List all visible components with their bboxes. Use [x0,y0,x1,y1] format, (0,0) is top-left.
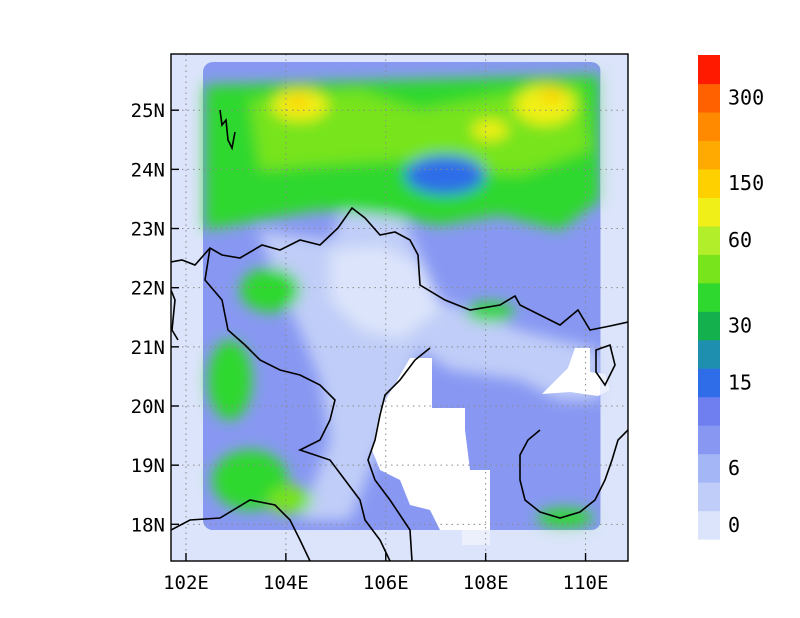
colorbar-swatch-1 [698,482,720,512]
colorbar-swatch-9 [698,254,720,284]
field-sw-blob-high [268,486,312,514]
field-blue-patch [405,155,485,195]
field-hainan-blob [525,420,585,480]
colorbar-swatch-15 [698,83,720,113]
y-tick-label-23: 23N [131,219,165,241]
colorbar-label-60: 60 [728,228,752,252]
colorbar-swatch-0 [698,510,720,540]
colorbar-swatch-2 [698,453,720,483]
laos-thai-border [171,499,311,561]
map-frame [170,53,629,562]
colorbar-swatch-10 [698,225,720,255]
field-no-data-east [542,348,610,396]
y-tick-label-22: 22N [131,278,165,300]
field-nw-blob [240,268,300,312]
colorbar-swatch-13 [698,140,720,170]
colorbar-swatch-12 [698,168,720,198]
x-tick-label-108: 108E [463,572,509,594]
colorbar-swatch-5 [698,368,720,398]
x-tick-label-106: 106E [363,572,409,594]
field-peak-108e-24n [472,120,508,140]
field-max-109e [540,88,564,102]
field-sw-blob [212,450,288,510]
colorbar-label-150: 150 [728,171,764,195]
y-tick-label-20: 20N [131,396,165,418]
colorbar-swatch-3 [698,425,720,455]
colorbar-swatch-11 [698,197,720,227]
vietnam-coast [367,347,431,561]
y-tick-label-19: 19N [131,455,165,477]
y-tick-label-24: 24N [131,159,165,181]
colorbar-swatch-7 [698,311,720,341]
field-band-60 [250,85,590,175]
y-tick-label-18: 18N [131,514,165,536]
precipitation-field [171,54,628,561]
x-tick-label-102: 102E [163,572,209,594]
y-tick-label-21: 21N [131,337,165,359]
hainan-coast [519,429,628,519]
colorbar-label-6: 6 [728,456,740,480]
y-tick-label-25: 25N [131,100,165,122]
west-border [171,289,179,341]
colorbar-swatch-16 [698,55,720,85]
x-tick-label-104: 104E [263,572,309,594]
colorbar-label-15: 15 [728,370,752,394]
colorbar-swatch-14 [698,111,720,142]
colorbar-label-30: 30 [728,313,752,337]
y-axis: 18N 19N 20N 21N 22N 23N 24N 25N [131,100,179,536]
map-panel [170,53,629,562]
field-w-blob [208,340,252,420]
colorbar: 0 6 15 30 60 150 300 [698,55,764,540]
x-axis: 102E 104E 106E 108E 110E [163,553,608,594]
laos-vietnam-border [204,247,391,561]
field-coast-blob [466,302,514,322]
leizhou-coast [595,343,616,387]
china-border-coast [171,206,628,331]
field-lowest-patch-delta [330,245,440,340]
colorbar-swatch-6 [698,339,720,369]
coastlines-borders [171,109,628,561]
colorbar-label-300: 300 [728,86,764,110]
colorbar-label-0: 0 [728,513,740,537]
field-no-data-gulf [372,358,490,545]
field-hainan-south-blob [537,508,593,528]
field-blurred-blobs [205,75,600,528]
colorbar-swatch-4 [698,396,720,426]
colorbar-swatch-8 [698,282,720,312]
yunnan-river [219,109,236,151]
x-tick-label-110: 110E [563,572,609,594]
gridlines [171,54,628,561]
field-max-104e [286,95,310,109]
